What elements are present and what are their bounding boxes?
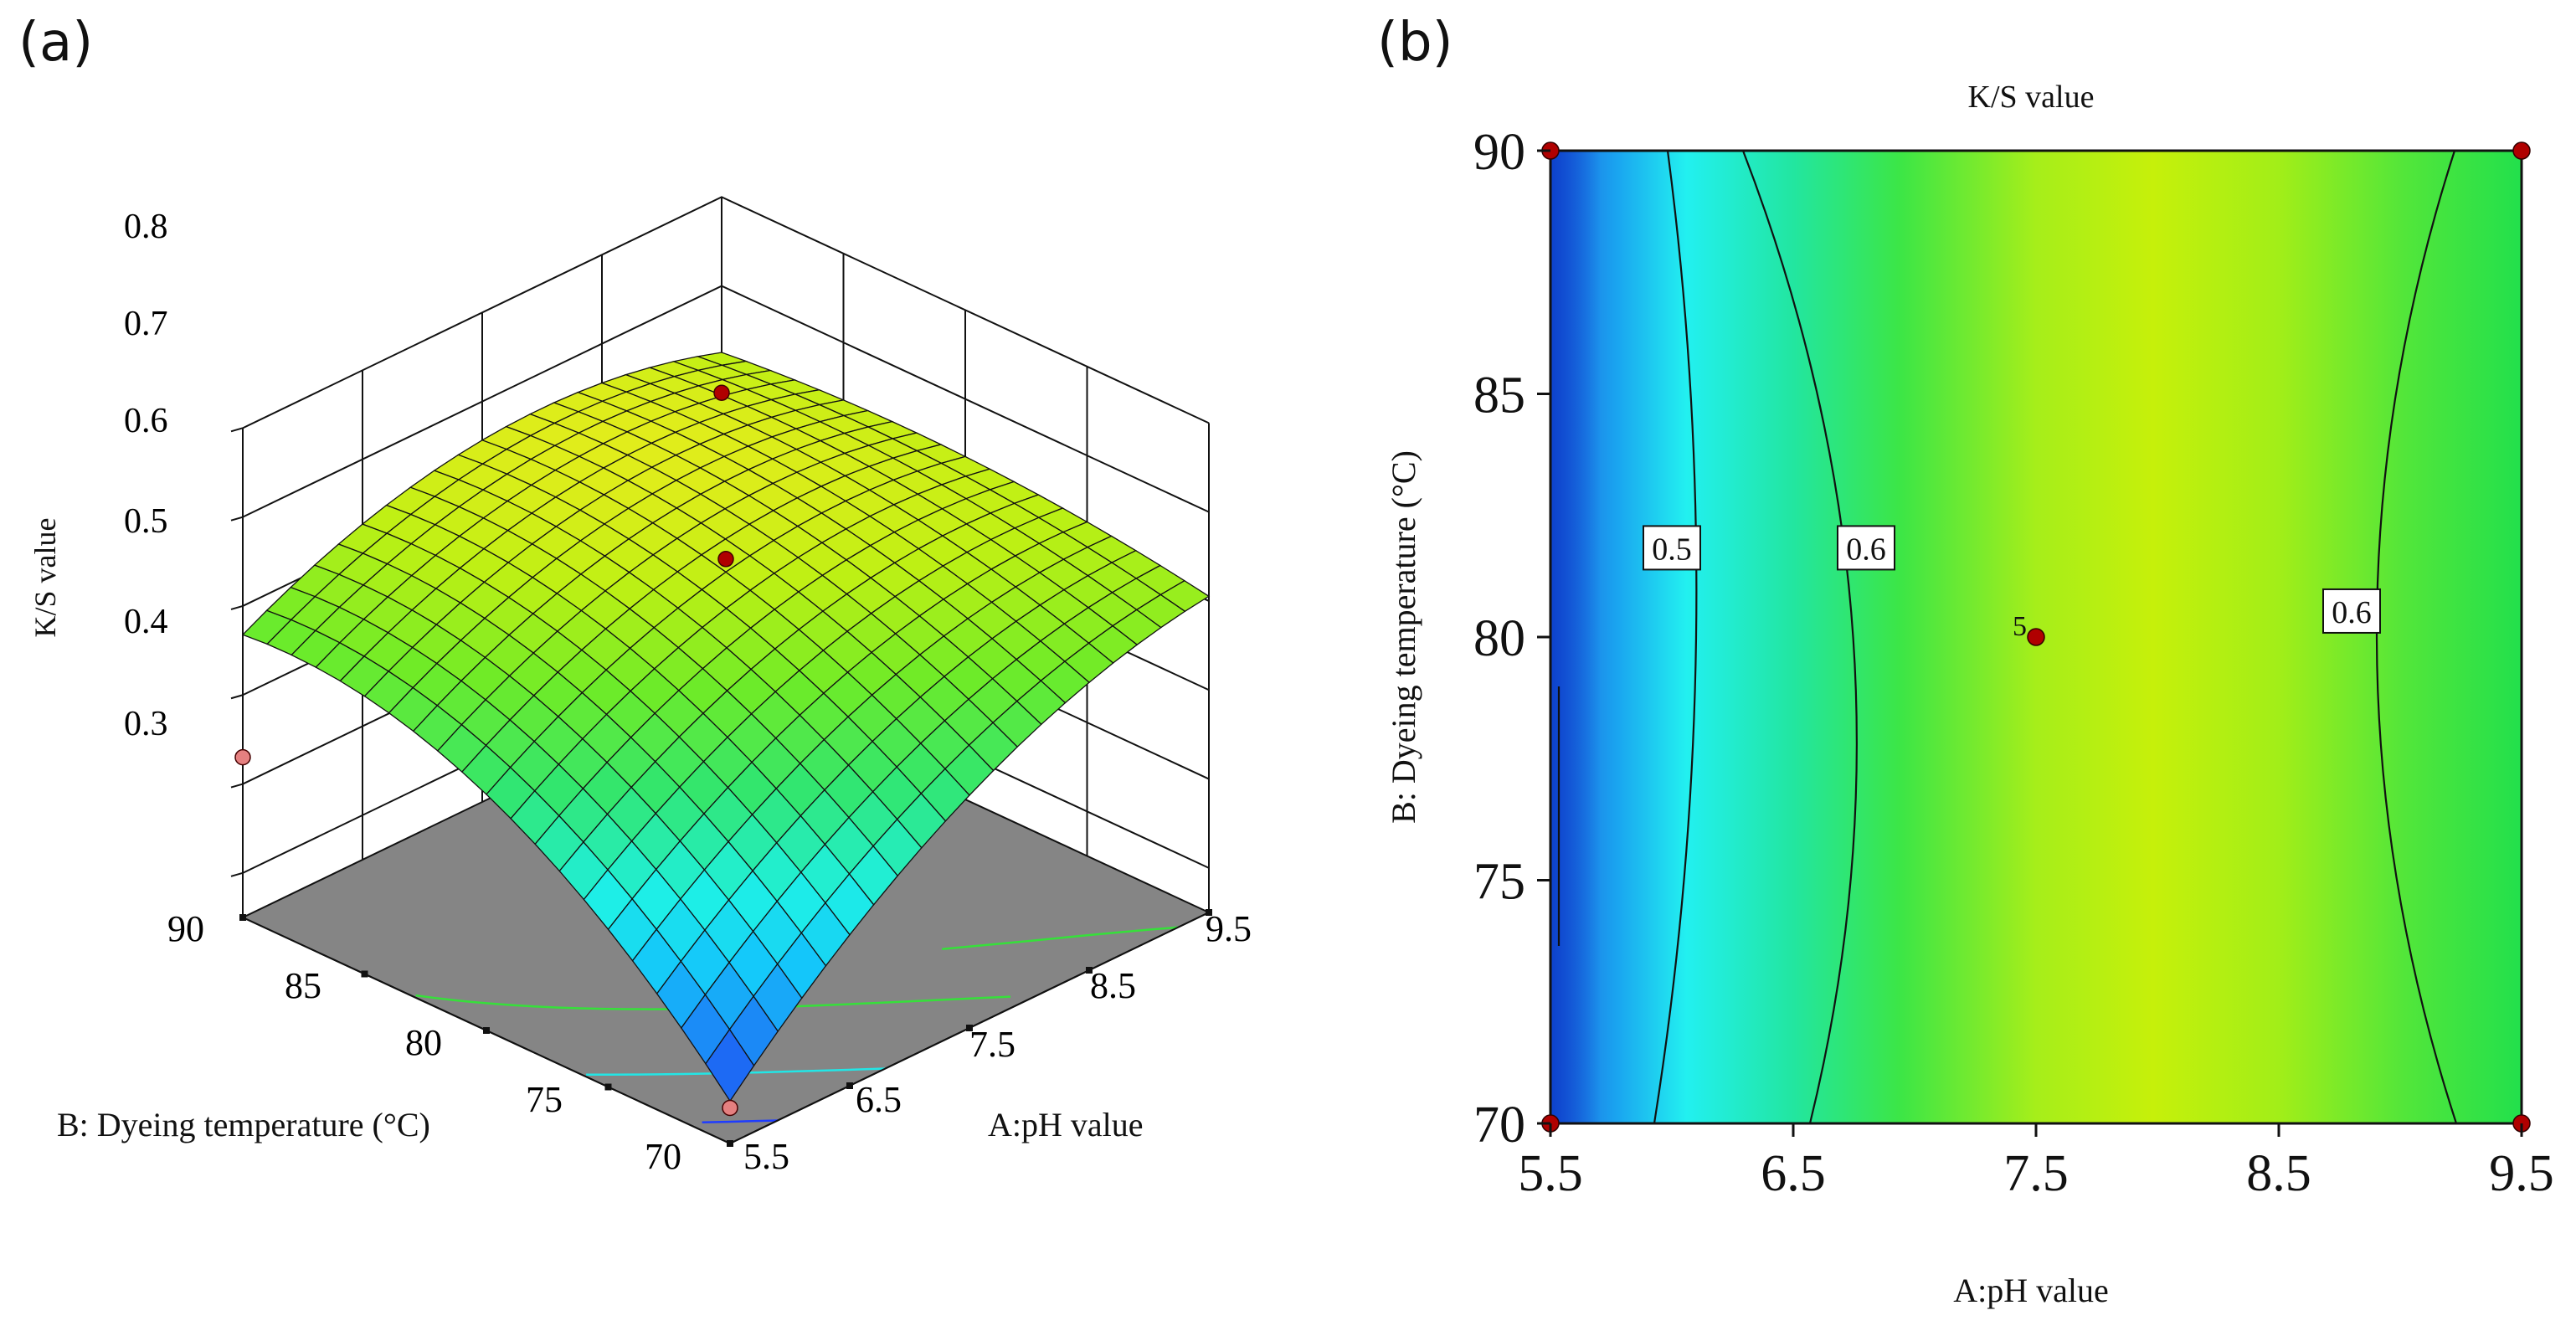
y-axis-tick-mark [361,970,368,978]
y-tick-85: 85 [285,965,321,1006]
z-tick-0.5: 0.5 [124,502,168,541]
contour-xaxis-label: A:pH value [1953,1272,2109,1309]
y-tick-70: 70 [645,1136,681,1177]
contour-label-box [1837,525,1895,571]
surface-zaxis-label: K/S value [28,518,62,638]
x-axis-tick-mark [1086,967,1093,974]
contour-x-tick-label: 6.5 [1761,1145,1826,1202]
z-tick-mark [230,871,244,877]
z-tick-0.3: 0.3 [124,705,168,743]
contour-line-0.6-left [1741,150,1858,1124]
surface-plot-axes [239,909,1212,1147]
x-tick-7.5: 7.5 [969,1024,1015,1065]
y-axis-tick-mark [239,914,246,921]
contour-center-point [2027,628,2045,646]
contour-title: K/S value [1968,80,2095,115]
contour-label-box [2322,588,2381,634]
surface-patch [705,1028,755,1102]
contour-line-0.6-right [2375,150,2458,1124]
z-tick-0.6: 0.6 [124,402,168,440]
contour-yaxis-label: B: Dyeing temperature (°C) [1385,450,1422,824]
panel-label-a: (a) [18,12,94,74]
contour-label-text: 0.6 [1846,532,1886,567]
contour-line-0.5 [1653,150,1698,1124]
contour-x-tick-label: 9.5 [2489,1145,2554,1202]
z-tick-mark [230,783,244,789]
contour-design-point [2512,141,2531,160]
center-point-count: 5 [2013,611,2027,642]
contour-y-tick-label: 70 [1473,1097,1525,1154]
design-point [234,748,251,766]
floor-contour [702,1119,779,1124]
z-tick-mark [230,604,244,610]
contour-x-tick-label: 7.5 [2003,1145,2069,1202]
contour-y-tick-label: 80 [1473,610,1525,667]
contour-fill-left-deep [1550,151,1601,1123]
x-tick-8.5: 8.5 [1090,965,1136,1006]
x-axis-tick-mark [846,1082,853,1089]
contour-y-tick-label: 90 [1473,124,1525,181]
x-tick-9.5: 9.5 [1206,908,1252,949]
z-tick-mark [230,427,244,433]
contour-x-tick-label: 5.5 [1518,1145,1583,1202]
surface-design-points [234,384,738,1117]
z-tick-mark [230,516,244,522]
contour-label-box [1643,525,1701,571]
contour-plot: 0.5 0.6 0.6 5 5.5 6.5 7.5 8.5 9.5 70 75 80 85 90 K/… [1385,80,2554,1309]
surface-yaxis-label: B: Dyeing temperature (°C) [57,1106,430,1143]
surface-mesh [241,352,1211,1102]
x-tick-5.5: 5.5 [743,1136,789,1177]
panel-label-b: (b) [1377,12,1453,74]
contour-ticks: 5.5 6.5 7.5 8.5 9.5 70 75 80 85 90 [1473,124,2554,1202]
y-axis-tick-mark [727,1140,733,1147]
z-tick-0.8: 0.8 [124,208,168,246]
wall-grid-h [242,196,1210,429]
y-tick-75: 75 [526,1079,563,1120]
contour-label-text: 0.5 [1652,532,1692,567]
contour-x-tick-label: 8.5 [2246,1145,2311,1202]
surface-xaxis-label: A:pH value [988,1106,1144,1143]
floor-contour [942,926,1179,950]
y-axis-tick-mark [483,1027,490,1034]
contour-y-tick-label: 85 [1473,367,1525,424]
x-axis-tick-mark [1206,909,1212,916]
design-point [713,384,730,401]
y-axis-tick-mark [604,1083,612,1091]
y-tick-90: 90 [167,908,204,949]
y-tick-80: 80 [405,1022,442,1063]
z-tick-0.7: 0.7 [124,305,168,343]
z-tick-mark [230,694,244,700]
x-tick-6.5: 6.5 [856,1079,902,1120]
z-tick-0.4: 0.4 [124,603,168,641]
contour-y-tick-label: 75 [1473,854,1525,911]
contour-labels: 0.5 0.6 0.6 [1643,525,2381,634]
x-axis-tick-mark [966,1025,973,1031]
design-point [717,551,734,568]
design-point [722,1099,738,1117]
contour-label-text: 0.6 [2332,595,2372,630]
contour-design-points: 5 [1541,141,2531,1133]
surface-plot: K/S value A:pH value B: Dyeing temperatu… [28,196,1252,1177]
wall-grid-h [242,285,1210,518]
